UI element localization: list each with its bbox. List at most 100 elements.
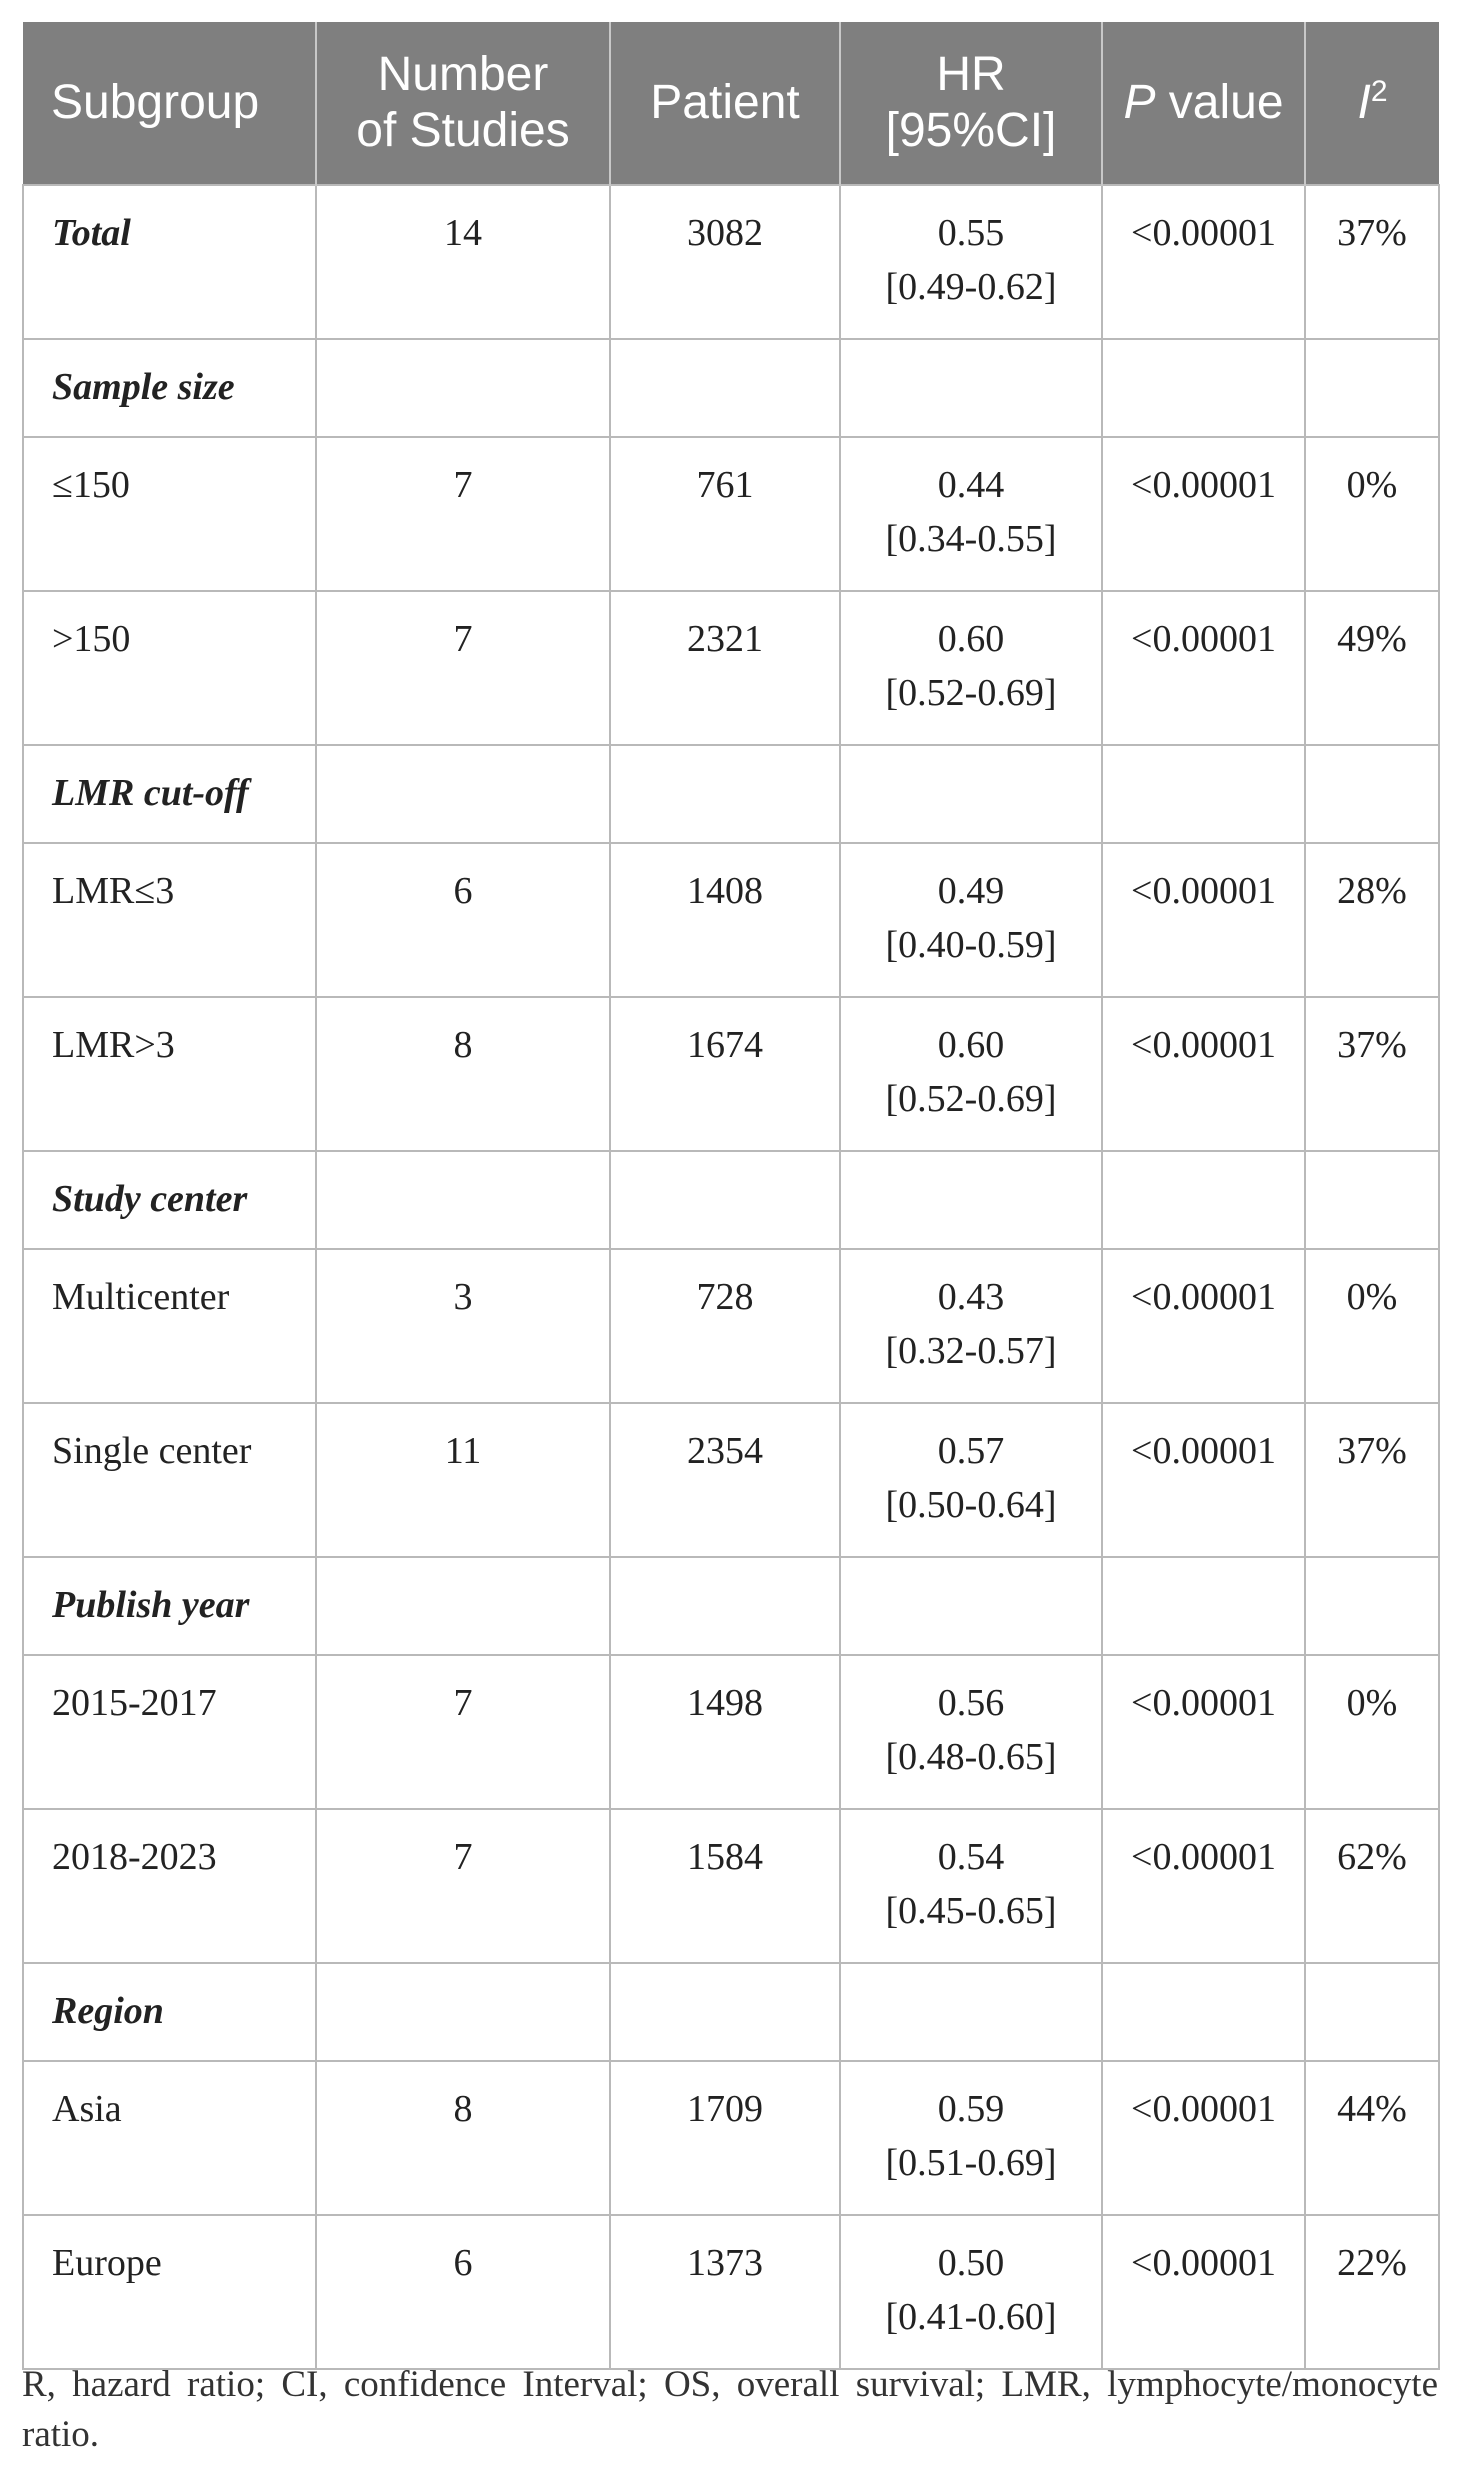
- header-hr-line2: [95%CI]: [885, 104, 1057, 157]
- subgroup-cell: LMR≤3: [22, 842, 317, 998]
- empty-cell: [1304, 744, 1440, 844]
- hr-cell: 0.60 [0.52-0.69]: [839, 996, 1103, 1152]
- header-p-rest: value: [1155, 76, 1284, 129]
- table-row: 2018-2023 7 1584 0.54 [0.45-0.65] <0.00001 62%: [22, 1808, 1440, 1964]
- ci-value: [0.52-0.69]: [885, 672, 1057, 714]
- empty-cell: [609, 744, 841, 844]
- subgroup-analysis-table: Subgroup Number of Studies Patient HR [95%…: [22, 22, 1440, 2370]
- studies-cell: 7: [315, 590, 611, 746]
- i-squared-cell: 0%: [1304, 1654, 1440, 1810]
- patient-cell: 1498: [609, 1654, 841, 1810]
- hr-cell: 0.43 [0.32-0.57]: [839, 1248, 1103, 1404]
- table-row: LMR>3 8 1674 0.60 [0.52-0.69] <0.00001 37%: [22, 996, 1440, 1152]
- empty-cell: [839, 1962, 1103, 2062]
- header-i-squared: I2: [1304, 22, 1439, 185]
- patient-cell: 3082: [609, 184, 841, 340]
- i-squared-cell: 0%: [1304, 436, 1440, 592]
- group-label: Sample size: [52, 366, 235, 408]
- hr-cell: 0.49 [0.40-0.59]: [839, 842, 1103, 998]
- patient-cell: 1584: [609, 1808, 841, 1964]
- subgroup-label: Multicenter: [52, 1276, 230, 1318]
- studies-cell: 8: [315, 996, 611, 1152]
- hr-value: 0.60: [937, 618, 1005, 660]
- subgroup-label: LMR>3: [52, 1024, 175, 1066]
- empty-cell: [1101, 1556, 1306, 1656]
- table-row: Europe 6 1373 0.50 [0.41-0.60] <0.00001 22%: [22, 2214, 1440, 2370]
- header-subgroup: Subgroup: [23, 22, 316, 185]
- group-label-cell: Region: [22, 1962, 317, 2062]
- studies-cell: 6: [315, 2214, 611, 2370]
- hr-cell: 0.57 [0.50-0.64]: [839, 1402, 1103, 1558]
- subgroup-cell: Asia: [22, 2060, 317, 2216]
- header-studies-line2: of Studies: [356, 104, 570, 157]
- ci-value: [0.51-0.69]: [885, 2142, 1057, 2184]
- group-header-row: LMR cut-off: [22, 744, 1440, 844]
- patient-cell: 761: [609, 436, 841, 592]
- group-label: LMR cut-off: [52, 772, 249, 814]
- header-i2-sup: 2: [1370, 75, 1388, 108]
- table-row: >150 7 2321 0.60 [0.52-0.69] <0.00001 49%: [22, 590, 1440, 746]
- group-label: Study center: [52, 1178, 248, 1220]
- group-label-cell: Study center: [22, 1150, 317, 1250]
- table-row: Multicenter 3 728 0.43 [0.32-0.57] <0.00001 0%: [22, 1248, 1440, 1404]
- group-header-row: Study center: [22, 1150, 1440, 1250]
- studies-cell: 8: [315, 2060, 611, 2216]
- i-squared-cell: 37%: [1304, 996, 1440, 1152]
- studies-cell: 7: [315, 1808, 611, 1964]
- ci-value: [0.40-0.59]: [885, 924, 1057, 966]
- ci-value: [0.49-0.62]: [885, 266, 1057, 308]
- subgroup-cell: >150: [22, 590, 317, 746]
- p-value-cell: <0.00001: [1101, 184, 1306, 340]
- subgroup-cell: 2015-2017: [22, 1654, 317, 1810]
- p-value-cell: <0.00001: [1101, 842, 1306, 998]
- empty-cell: [609, 1962, 841, 2062]
- empty-cell: [839, 338, 1103, 438]
- studies-cell: 7: [315, 1654, 611, 1810]
- empty-cell: [609, 1556, 841, 1656]
- hr-value: 0.50: [937, 2242, 1005, 2284]
- header-patient: Patient: [609, 22, 840, 185]
- header-p-value: P value: [1101, 22, 1305, 185]
- subgroup-label: LMR≤3: [52, 870, 175, 912]
- hr-cell: 0.50 [0.41-0.60]: [839, 2214, 1103, 2370]
- header-row: Subgroup Number of Studies Patient HR [95%…: [23, 22, 1439, 185]
- ci-value: [0.52-0.69]: [885, 1078, 1057, 1120]
- subgroup-cell: Europe: [22, 2214, 317, 2370]
- subgroup-label: ≤150: [52, 464, 130, 506]
- hr-value: 0.55: [937, 212, 1005, 254]
- studies-cell: 7: [315, 436, 611, 592]
- hr-value: 0.44: [937, 464, 1005, 506]
- empty-cell: [1101, 338, 1306, 438]
- empty-cell: [315, 1556, 611, 1656]
- patient-cell: 2321: [609, 590, 841, 746]
- header-patient-text: Patient: [650, 76, 800, 129]
- p-value-cell: <0.00001: [1101, 590, 1306, 746]
- patient-cell: 1373: [609, 2214, 841, 2370]
- hr-cell: 0.55 [0.49-0.62]: [839, 184, 1103, 340]
- ci-value: [0.48-0.65]: [885, 1736, 1057, 1778]
- header-hr-line1: HR: [936, 48, 1006, 101]
- subgroup-label: Europe: [52, 2242, 162, 2284]
- ci-value: [0.41-0.60]: [885, 2296, 1057, 2338]
- subgroup-label: Asia: [52, 2088, 122, 2130]
- empty-cell: [1304, 338, 1440, 438]
- subgroup-label: Single center: [52, 1430, 252, 1472]
- p-value-cell: <0.00001: [1101, 1654, 1306, 1810]
- header-number-of-studies: Number of Studies: [315, 22, 610, 185]
- i-squared-cell: 44%: [1304, 2060, 1440, 2216]
- subgroup-label: 2015-2017: [52, 1682, 217, 1724]
- i-squared-cell: 28%: [1304, 842, 1440, 998]
- group-label: Region: [52, 1990, 164, 2032]
- group-header-row: Publish year: [22, 1556, 1440, 1656]
- empty-cell: [1304, 1556, 1440, 1656]
- table-footnote: R, hazard ratio; CI, confidence Interval…: [22, 2364, 1438, 2455]
- group-label: Publish year: [52, 1584, 250, 1626]
- hr-value: 0.49: [937, 870, 1005, 912]
- empty-cell: [315, 338, 611, 438]
- p-value-cell: <0.00001: [1101, 1248, 1306, 1404]
- i-squared-cell: 37%: [1304, 184, 1440, 340]
- empty-cell: [315, 1962, 611, 2062]
- empty-cell: [839, 1150, 1103, 1250]
- header-subgroup-text: Subgroup: [51, 76, 260, 129]
- patient-cell: 1408: [609, 842, 841, 998]
